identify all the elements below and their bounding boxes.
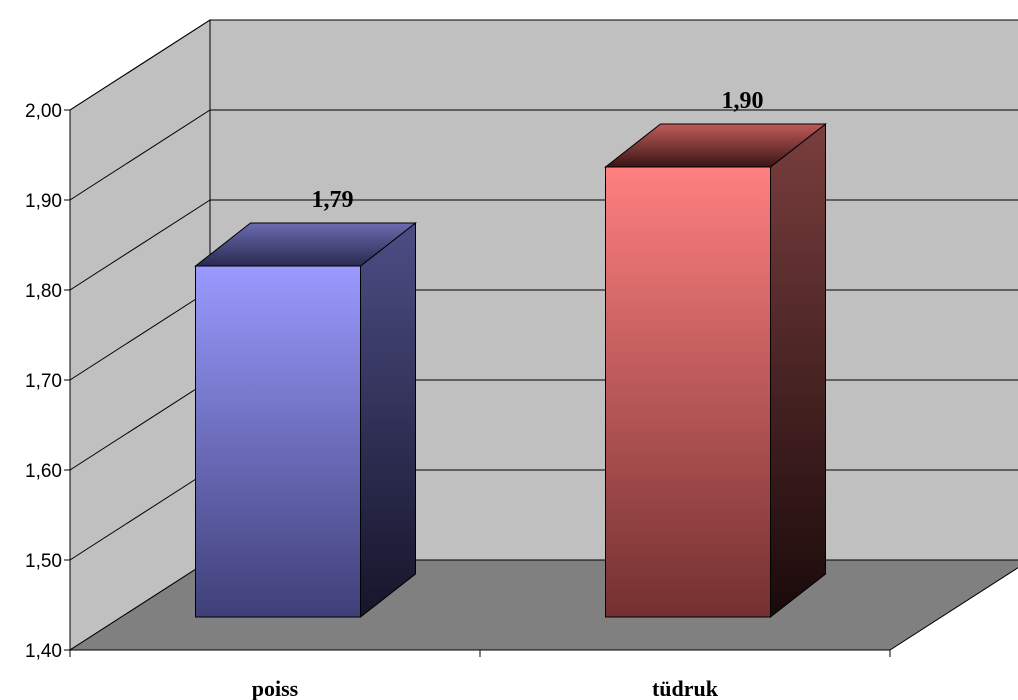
- y-tick-label: 1,90: [25, 191, 62, 212]
- y-tick-label: 1,50: [25, 551, 62, 572]
- gridline-side: [69, 469, 211, 561]
- bar-side: [360, 221, 416, 619]
- bar-front: [195, 265, 361, 618]
- x-category-label: poiss: [252, 676, 299, 700]
- bar-side: [770, 122, 826, 619]
- gridline-side: [69, 289, 211, 381]
- bar-poiss: [194, 221, 417, 619]
- y-axis: 1,40 1,50 1,60 1,70 1,80 1,90 2,00: [25, 101, 71, 662]
- bars: [194, 122, 827, 619]
- gridline-side: [69, 109, 211, 201]
- gridline-side: [69, 19, 211, 111]
- data-labels: 1,79 1,90: [312, 88, 764, 213]
- gridline-side: [69, 199, 211, 291]
- data-label: 1,90: [722, 88, 764, 114]
- y-tick-label: 1,60: [25, 461, 62, 482]
- x-axis: poiss tüdruk: [69, 649, 891, 700]
- bar-front: [605, 166, 771, 618]
- y-tick-label: 1,70: [25, 371, 62, 392]
- bar-tüdruk: [604, 122, 827, 619]
- gridline-side: [69, 379, 211, 471]
- y-tick-label: 1,80: [25, 281, 62, 302]
- y-tick-label: 1,40: [25, 641, 62, 662]
- data-label: 1,79: [312, 187, 354, 213]
- x-category-label: tüdruk: [652, 676, 719, 700]
- y-tick-label: 2,00: [25, 101, 62, 122]
